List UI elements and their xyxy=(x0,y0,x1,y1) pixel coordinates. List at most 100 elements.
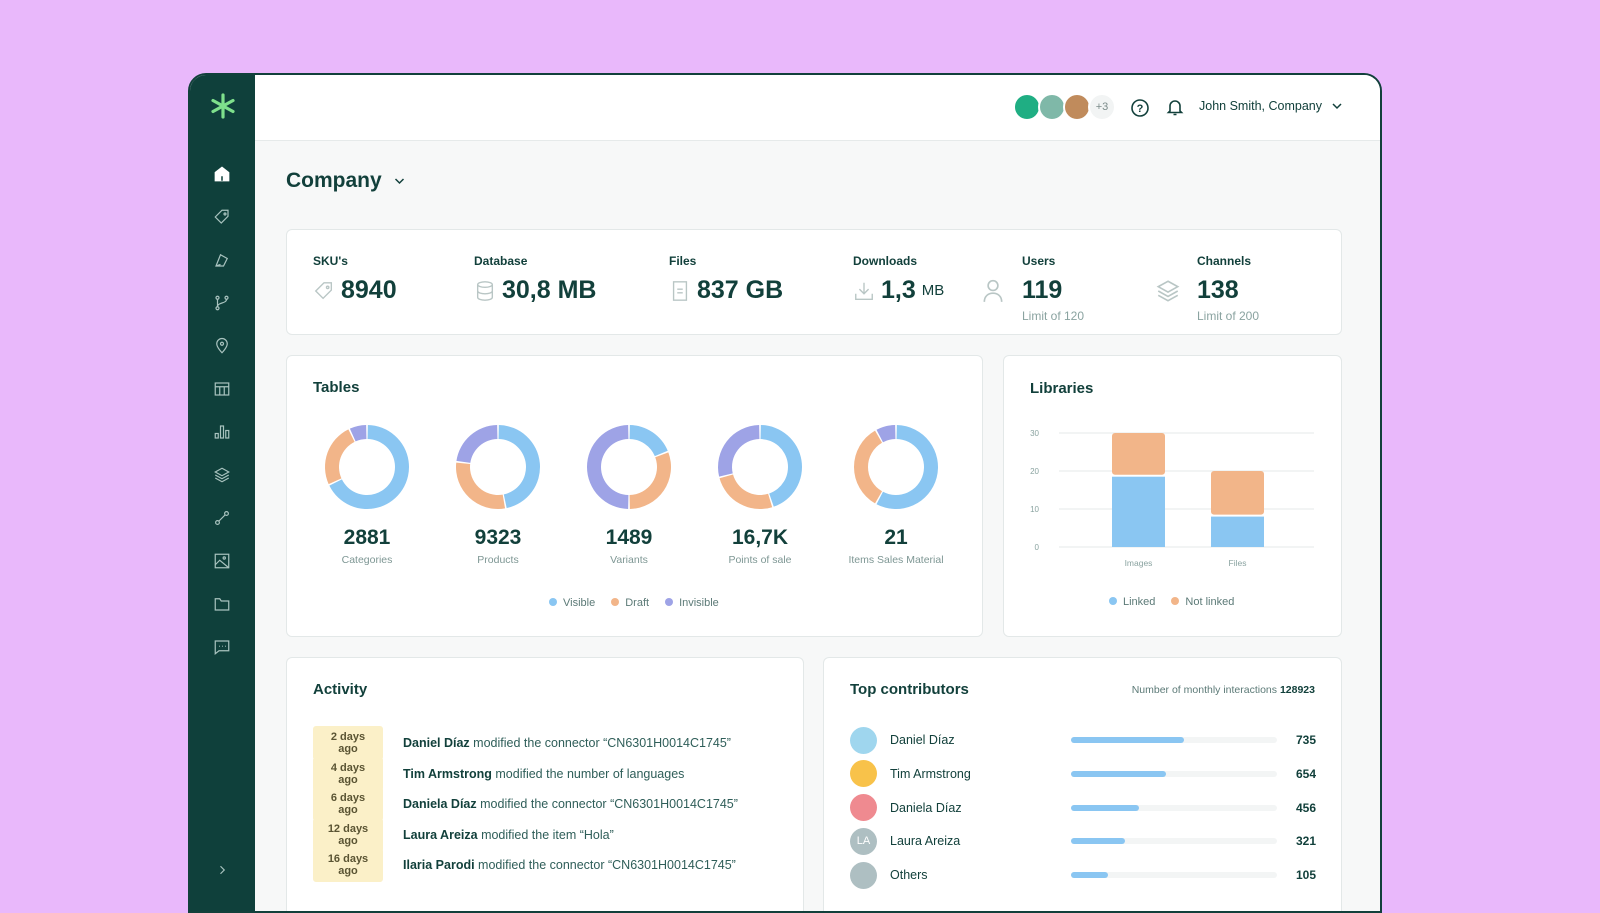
activity-text: modified the connector “CN6301H0014C1745… xyxy=(473,736,731,750)
company-selector[interactable]: Company xyxy=(286,169,405,193)
app-window: +3 ? John Smith, Company Company SKU's 89… xyxy=(188,73,1382,913)
time-badge: 16 days ago xyxy=(313,848,383,883)
donut-slice-visible xyxy=(876,425,939,509)
chart-icon[interactable] xyxy=(210,420,234,444)
avatar[interactable] xyxy=(1013,93,1041,121)
activity-text: modified the connector “CN6301H0014C1745… xyxy=(480,797,738,812)
contributor-value: 321 xyxy=(1295,834,1316,849)
branch-icon[interactable] xyxy=(210,291,234,315)
layers-icon xyxy=(1156,280,1180,302)
table-label: Variants xyxy=(610,554,648,566)
contributor-name: Daniel Díaz xyxy=(890,733,955,747)
chevron-right-icon[interactable] xyxy=(210,858,234,882)
legend-visible: Visible xyxy=(549,597,595,609)
table-count: 2881 xyxy=(344,526,391,549)
libraries-bar-chart: 0 10 20 30 Images Files xyxy=(1030,429,1314,568)
table-count: 21 xyxy=(884,526,908,549)
table-count: 9323 xyxy=(475,526,522,549)
stat-database: Database 30,8 MB xyxy=(474,254,597,304)
tag-icon[interactable] xyxy=(210,205,234,229)
libraries-card: Libraries 0 10 20 30 Images Files Linked Not … xyxy=(1003,355,1342,637)
activity-user[interactable]: Laura Areiza xyxy=(403,827,478,842)
progress-fill xyxy=(1071,770,1166,777)
donut-slice-visible xyxy=(498,425,540,509)
progress-bar xyxy=(1071,770,1277,777)
shapes-icon[interactable] xyxy=(210,248,234,272)
folder-icon[interactable] xyxy=(210,592,234,616)
donut-slice-draft xyxy=(854,430,883,504)
activity-item: 12 days ago Laura Areiza modified the ite… xyxy=(313,817,614,852)
progress-bar xyxy=(1071,737,1277,743)
stat-channels: Channels 138 Limit of 200 xyxy=(1155,254,1259,323)
contributor-value: 654 xyxy=(1295,766,1316,781)
avatar xyxy=(850,861,877,889)
donut-slice-draft xyxy=(629,452,671,509)
contributor-row: LA Laura Areiza 321 xyxy=(850,827,1316,855)
database-icon xyxy=(476,280,494,301)
contributor-value: 456 xyxy=(1295,800,1316,815)
contributor-value: 735 xyxy=(1295,733,1316,747)
chat-icon[interactable] xyxy=(210,635,234,659)
bar-not-linked xyxy=(1112,433,1165,475)
image-icon[interactable] xyxy=(210,549,234,573)
legend-not-linked: Not linked xyxy=(1171,596,1234,608)
donut-slice-invisible xyxy=(456,425,498,463)
sidebar xyxy=(190,75,255,911)
svg-text:?: ? xyxy=(1137,103,1144,115)
monthly-interactions: Number of monthly interactions 128923 xyxy=(1131,684,1315,696)
stat-downloads: Downloads 1,3 MB xyxy=(853,254,945,304)
table-count: 1489 xyxy=(606,526,653,549)
avatar xyxy=(850,794,877,822)
progress-fill xyxy=(1071,804,1139,811)
contributor-name: Others xyxy=(890,868,928,883)
page-title: Company xyxy=(286,169,382,192)
bar-linked xyxy=(1211,516,1264,547)
avatar[interactable] xyxy=(1038,93,1066,121)
legend-draft: Draft xyxy=(611,597,649,609)
table-label: Categories xyxy=(342,554,393,566)
activity-user[interactable]: Tim Armstrong xyxy=(403,766,492,781)
location-icon[interactable] xyxy=(210,334,234,358)
top-contributors-card: Top contributors Number of monthly inter… xyxy=(823,657,1342,911)
chevron-down-icon xyxy=(1332,103,1342,110)
board-icon[interactable] xyxy=(210,377,234,401)
legend-linked: Linked xyxy=(1109,596,1155,608)
avatar[interactable] xyxy=(1063,93,1091,121)
user-name: John Smith, Company xyxy=(1199,99,1322,113)
donut-slice-visible xyxy=(329,425,409,509)
user-icon xyxy=(983,279,1003,302)
progress-fill xyxy=(1071,838,1125,845)
stat-users: Users 119 Limit of 120 xyxy=(980,254,1084,323)
activity-user[interactable]: Daniel Díaz xyxy=(403,736,470,750)
user-menu[interactable]: John Smith, Company xyxy=(1199,99,1342,113)
table-count: 16,7K xyxy=(732,526,788,549)
activity-user[interactable]: Ilaria Parodi xyxy=(403,858,475,873)
x-tick-label: Files xyxy=(1229,558,1247,568)
activity-text: modified the number of languages xyxy=(495,766,685,781)
progress-fill xyxy=(1071,872,1109,879)
route-icon[interactable] xyxy=(210,506,234,530)
activity-user[interactable]: Daniela Díaz xyxy=(403,797,477,812)
file-icon xyxy=(672,280,688,301)
contributor-row: Daniela Díaz 456 xyxy=(850,794,1316,822)
stat-skus: SKU's 8940 xyxy=(313,254,397,304)
stats-card: SKU's 8940 Database 30,8 MB Files 837 GB Downl… xyxy=(286,229,1342,335)
tables-legend: Visible Draft Invisible xyxy=(549,597,719,609)
activity-item: 2 days ago Daniel Díaz modified the conne… xyxy=(313,726,731,760)
progress-bar xyxy=(1071,872,1277,879)
help-icon[interactable]: ? xyxy=(1130,98,1150,118)
layers-icon[interactable] xyxy=(210,463,234,487)
avatar xyxy=(850,726,877,754)
time-badge: 4 days ago xyxy=(313,756,383,791)
donut-slice-draft xyxy=(456,462,506,509)
table-label: Items Sales Material xyxy=(848,554,943,566)
legend-invisible: Invisible xyxy=(665,597,719,609)
home-icon[interactable] xyxy=(210,162,234,186)
contributors-title: Top contributors xyxy=(850,681,969,698)
top-bar: +3 ? John Smith, Company xyxy=(255,75,1380,141)
contributor-name: Laura Areiza xyxy=(890,834,961,849)
more-avatars-badge[interactable]: +3 xyxy=(1088,93,1116,121)
bell-icon[interactable] xyxy=(1165,97,1185,117)
logo-icon xyxy=(211,93,235,119)
donut-charts: 2881 Categories 9323 Products 1489 Variants 16… xyxy=(325,425,944,566)
